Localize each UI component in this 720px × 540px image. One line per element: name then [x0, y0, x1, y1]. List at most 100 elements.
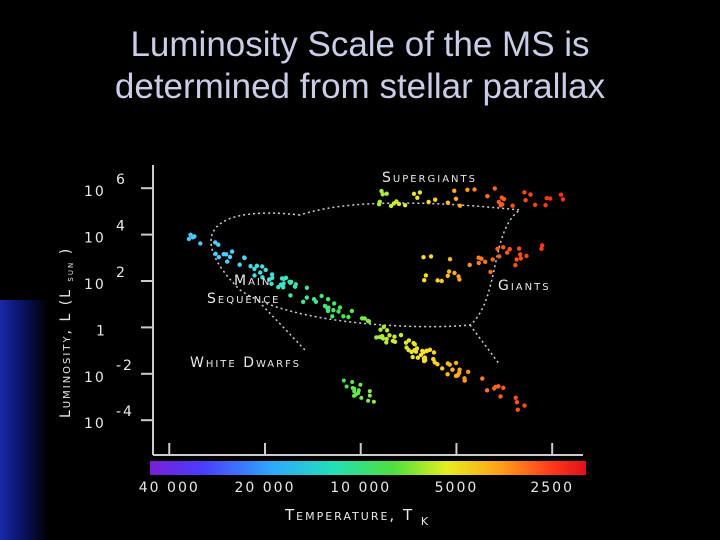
star-point [501, 245, 506, 250]
star-point [281, 281, 286, 286]
label-giants: Giants [498, 278, 551, 294]
y-tick-label: 10 [84, 184, 106, 200]
y-tick-label: 10 [84, 277, 106, 293]
star-point [498, 203, 503, 208]
star-point [415, 355, 421, 360]
y-tick-label: 1 [96, 323, 107, 339]
star-point [281, 276, 287, 281]
star-point [523, 198, 528, 203]
y-tick-exponent: 4 [116, 219, 127, 235]
slide-title-line-2: determined from stellar parallax [114, 67, 606, 106]
y-tick-label: 10 [84, 370, 106, 386]
star-point [427, 347, 433, 352]
star-point [392, 339, 398, 344]
star-point [513, 263, 518, 268]
star-point [515, 407, 520, 412]
star-point [476, 255, 481, 260]
star-point [558, 192, 564, 197]
star-point [421, 350, 426, 355]
star-point [532, 202, 538, 207]
star-point [384, 328, 390, 333]
star-point [349, 308, 355, 314]
x-tick-label: 10 000 [330, 480, 391, 496]
slide-title-line-1: Luminosity Scale of the MS is [130, 25, 590, 64]
star-point [497, 254, 502, 259]
star-point [452, 270, 457, 276]
star-point [422, 278, 427, 283]
y-tick-label: 10 [84, 416, 106, 432]
star-point [359, 395, 364, 400]
star-point [402, 203, 408, 208]
star-point [493, 384, 498, 390]
slide-title: Luminosity Scale of the MS is determined… [0, 24, 720, 108]
y-axis-label-sub: sun [65, 261, 76, 282]
star-point [439, 278, 444, 284]
label-main: Main [234, 273, 271, 289]
star-point [367, 389, 372, 394]
star-point [453, 196, 459, 201]
star-point [229, 249, 235, 254]
star-point [330, 314, 335, 319]
star-point [440, 366, 445, 371]
star-point [188, 232, 193, 237]
star-point [510, 203, 515, 208]
x-tick-label: 2500 [530, 480, 574, 496]
star-point [366, 319, 372, 324]
star-point [423, 358, 428, 363]
star-point [341, 378, 346, 383]
color-spectrum-bar [150, 461, 586, 475]
star-point [507, 246, 512, 252]
star-point [379, 188, 384, 194]
star-point [428, 254, 434, 259]
star-point [466, 369, 471, 374]
star-point [457, 203, 463, 208]
star-point [213, 251, 218, 256]
star-point [237, 262, 242, 267]
star-point [216, 242, 221, 247]
star-point [267, 277, 272, 282]
star-point [517, 246, 522, 251]
star-point [445, 200, 451, 205]
star-point [276, 284, 281, 290]
star-point [325, 305, 330, 311]
star-point [380, 334, 385, 339]
star-point [242, 255, 247, 260]
star-point [387, 333, 392, 338]
star-point [455, 373, 460, 378]
x-axis-label: Temperature, T K [284, 506, 430, 528]
star-point [288, 280, 293, 285]
star-point [293, 282, 298, 287]
x-ticks: 40 000 20 000 10 000 5000 2500 [139, 443, 574, 496]
star-point [392, 334, 397, 339]
star-point [426, 199, 431, 205]
star-point [252, 273, 257, 278]
star-point [325, 297, 331, 302]
star-point [518, 256, 524, 261]
star-point [560, 197, 566, 202]
star-point [447, 362, 452, 367]
y-tick-label: 10 [84, 231, 106, 247]
x-axis-label-sub: K [421, 515, 430, 528]
star-point [384, 191, 389, 196]
star-point [484, 388, 490, 393]
star-point [423, 273, 429, 278]
label-white-dwarfs: White Dwarfs [190, 355, 301, 371]
star-point [488, 269, 493, 275]
y-axis-label-end: ) [58, 247, 74, 254]
star-point [313, 299, 319, 304]
star-point [350, 380, 355, 384]
star-point [522, 403, 527, 408]
star-point [413, 349, 419, 354]
star-point [258, 270, 263, 275]
star-point [337, 305, 343, 310]
star-point [465, 187, 470, 192]
star-point [224, 252, 229, 257]
star-point [462, 376, 467, 381]
star-point [457, 277, 462, 282]
star-point [453, 360, 459, 366]
star-point [281, 285, 286, 290]
star-point [415, 195, 420, 200]
star-point [514, 400, 520, 405]
star-point [501, 196, 507, 202]
star-point [341, 314, 346, 319]
